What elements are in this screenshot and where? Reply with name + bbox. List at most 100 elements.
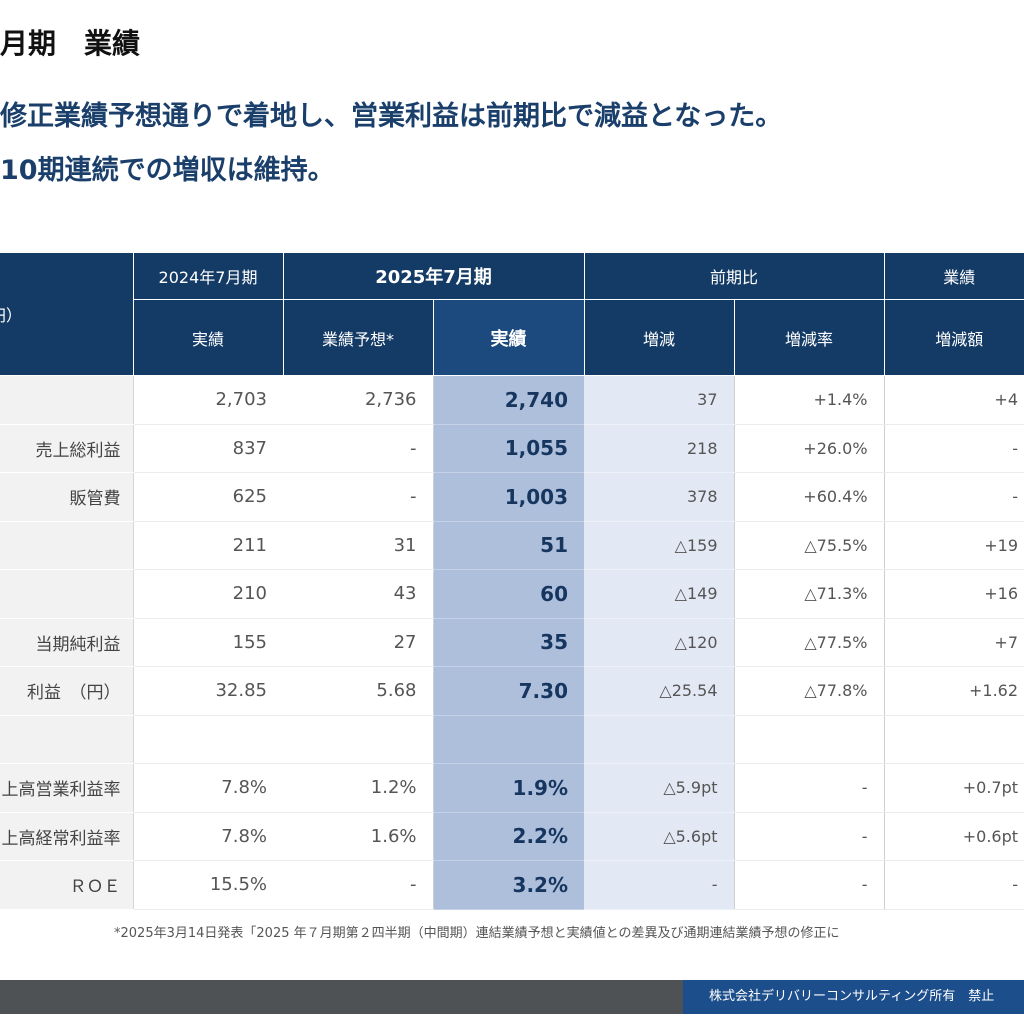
cell-actual: 7.30 — [433, 666, 584, 716]
cell-rate: △77.5% — [734, 618, 885, 667]
row-label: 利益 （円） — [0, 666, 134, 716]
cell-forecast: 27 — [283, 618, 434, 667]
row-label — [0, 375, 134, 425]
cell-forecast: 2,736 — [283, 375, 434, 425]
subheader-actual: 実績 — [432, 299, 584, 376]
table-row: 当期純利益 155 27 35 △120 △77.5% +7 — [0, 618, 1024, 667]
cell-amount: +4 — [884, 375, 1024, 425]
cell-rate: - — [734, 763, 885, 813]
table-body: 2,703 2,736 2,740 37 +1.4% +4 売上総利益 837 … — [0, 375, 1024, 910]
cell-actual: 2,740 — [433, 375, 584, 425]
row-label: 上高営業利益率 — [0, 763, 134, 813]
cell-change: △120 — [584, 618, 735, 667]
cell-prev: 625 — [133, 472, 283, 522]
header-current-year: 2025年7月期 — [282, 253, 584, 300]
unit-label: 円） — [0, 253, 133, 376]
table-header: 円） 2024年7月期 2025年7月期 前期比 業績 実績 業績予想* 実績 … — [0, 253, 1024, 376]
cell-prev: 155 — [133, 618, 283, 667]
cell-change: △5.9pt — [584, 763, 735, 813]
cell-change: △159 — [584, 521, 735, 570]
cell-rate: △75.5% — [734, 521, 885, 570]
row-label: ＲＯＥ — [0, 860, 134, 910]
subheader-prev-actual: 実績 — [132, 299, 283, 376]
cell-change: △25.54 — [584, 666, 735, 716]
row-label — [0, 521, 134, 570]
header-prev-year: 2024年7月期 — [132, 253, 283, 300]
cell-amount: +19 — [884, 521, 1024, 570]
cell-change: 37 — [584, 375, 735, 425]
cell-prev: 2,703 — [133, 375, 283, 425]
cell-change: 218 — [584, 424, 735, 473]
cell-actual: 3.2% — [433, 860, 584, 910]
subheader-change-amount: 増減額 — [883, 299, 1024, 376]
cell-actual: 51 — [433, 521, 584, 570]
cell-prev: 211 — [133, 521, 283, 570]
table-row: 販管費 625 - 1,003 378 +60.4% - — [0, 472, 1024, 522]
cell-rate — [734, 715, 885, 764]
cell-rate: △77.8% — [734, 666, 885, 716]
header-vs-forecast: 業績 — [883, 253, 1024, 300]
table-row: ＲＯＥ 15.5% - 3.2% - - - — [0, 860, 1024, 910]
table-row — [0, 715, 1024, 764]
footer-copyright: 株式会社デリバリーコンサルティング所有 禁止 — [683, 980, 1024, 1014]
cell-rate: +1.4% — [734, 375, 885, 425]
table-row: 上高経常利益率 7.8% 1.6% 2.2% △5.6pt - +0.6pt — [0, 812, 1024, 861]
cell-rate: +26.0% — [734, 424, 885, 473]
row-label: 当期純利益 — [0, 618, 134, 667]
table-row: 2,703 2,736 2,740 37 +1.4% +4 — [0, 375, 1024, 425]
row-label: 販管費 — [0, 472, 134, 522]
page-title: 月期 業績 — [0, 27, 141, 60]
cell-actual: 1.9% — [433, 763, 584, 813]
cell-actual: 60 — [433, 569, 584, 619]
cell-forecast: - — [283, 860, 434, 910]
cell-amount: +0.7pt — [884, 763, 1024, 813]
table-row: 上高営業利益率 7.8% 1.2% 1.9% △5.9pt - +0.7pt — [0, 763, 1024, 813]
cell-forecast: 1.6% — [283, 812, 434, 861]
headline-line-1: 修正業績予想通りで着地し、営業利益は前期比で減益となった。 — [0, 101, 783, 132]
cell-prev: 15.5% — [133, 860, 283, 910]
cell-prev: 210 — [133, 569, 283, 619]
cell-amount: +1.62 — [884, 666, 1024, 716]
cell-actual: 2.2% — [433, 812, 584, 861]
cell-forecast — [283, 715, 434, 764]
cell-prev: 837 — [133, 424, 283, 473]
cell-prev — [133, 715, 283, 764]
cell-rate: +60.4% — [734, 472, 885, 522]
cell-amount: - — [884, 472, 1024, 522]
cell-actual: 1,055 — [433, 424, 584, 473]
cell-change — [584, 715, 735, 764]
performance-table: 円） 2024年7月期 2025年7月期 前期比 業績 実績 業績予想* 実績 … — [0, 253, 1024, 910]
header-yoy: 前期比 — [583, 253, 885, 300]
footnote: *2025年3月14日発表「2025 年７月期第２四半期（中間期）連結業績予想と… — [114, 926, 840, 941]
cell-actual: 35 — [433, 618, 584, 667]
cell-amount: +7 — [884, 618, 1024, 667]
table-row: 210 43 60 △149 △71.3% +16 — [0, 569, 1024, 619]
headline-line-2: 10期連続での増収は維持。 — [0, 155, 335, 186]
row-label: 売上総利益 — [0, 424, 134, 473]
cell-forecast: - — [283, 472, 434, 522]
subheader-forecast: 業績予想* — [282, 299, 433, 376]
cell-forecast: 5.68 — [283, 666, 434, 716]
table-row: 売上総利益 837 - 1,055 218 +26.0% - — [0, 424, 1024, 473]
cell-change: - — [584, 860, 735, 910]
cell-change: 378 — [584, 472, 735, 522]
cell-amount: - — [884, 860, 1024, 910]
row-label: 上高経常利益率 — [0, 812, 134, 861]
cell-forecast: - — [283, 424, 434, 473]
cell-actual: 1,003 — [433, 472, 584, 522]
row-label — [0, 569, 134, 619]
cell-rate: △71.3% — [734, 569, 885, 619]
cell-amount: +0.6pt — [884, 812, 1024, 861]
subheader-change: 増減 — [583, 299, 734, 376]
cell-change: △5.6pt — [584, 812, 735, 861]
cell-rate: - — [734, 812, 885, 861]
cell-prev: 32.85 — [133, 666, 283, 716]
cell-forecast: 1.2% — [283, 763, 434, 813]
cell-amount — [884, 715, 1024, 764]
cell-amount: - — [884, 424, 1024, 473]
row-label — [0, 715, 134, 764]
cell-actual — [433, 715, 584, 764]
cell-forecast: 43 — [283, 569, 434, 619]
cell-rate: - — [734, 860, 885, 910]
cell-prev: 7.8% — [133, 763, 283, 813]
